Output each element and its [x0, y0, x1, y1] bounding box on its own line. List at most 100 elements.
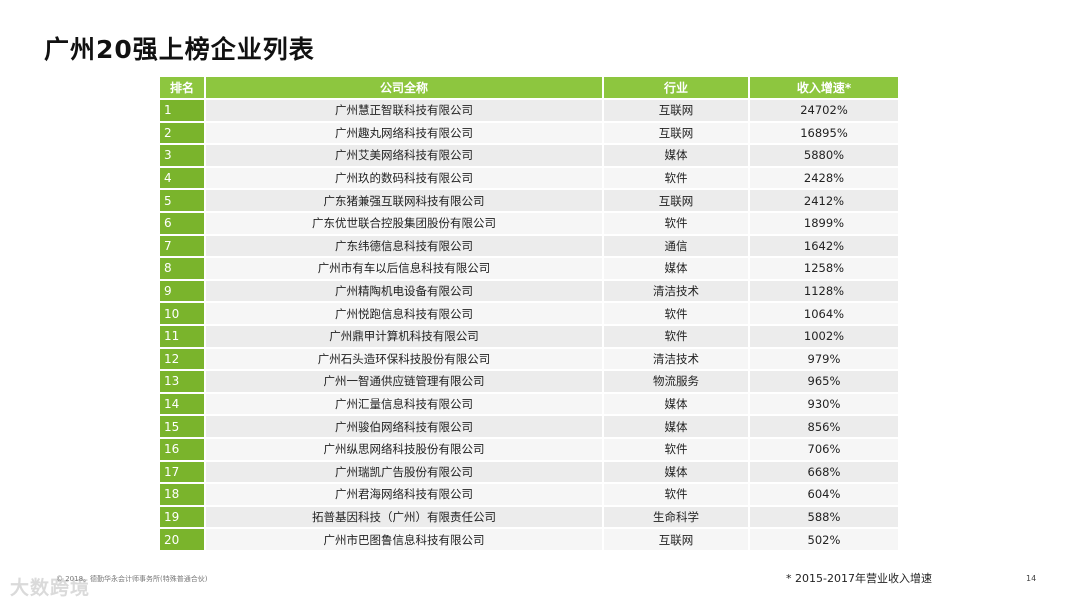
rank-cell: 6 [160, 212, 206, 236]
industry-cell: 通信 [604, 235, 750, 259]
company-cell: 广州趣丸网络科技有限公司 [206, 122, 604, 146]
rank-cell: 10 [160, 303, 206, 326]
growth-cell: 1258% [750, 258, 898, 281]
industry-cell: 清洁技术 [604, 348, 750, 372]
company-cell: 广州纵思网络科技股份有限公司 [206, 438, 604, 462]
industry-cell: 清洁技术 [604, 280, 750, 304]
rank-cell: 18 [160, 484, 206, 507]
company-cell: 广州鼎甲计算机科技有限公司 [206, 325, 604, 349]
growth-cell: 1128% [750, 280, 898, 304]
growth-cell: 502% [750, 529, 898, 552]
company-cell: 广东猪兼强互联网科技有限公司 [206, 190, 604, 213]
table-row: 12 广州石头造环保科技股份有限公司 清洁技术 979% [160, 348, 898, 372]
table-header-row: 排名 公司全称 行业 收入增速* [160, 77, 898, 100]
rank-cell: 2 [160, 122, 206, 146]
table-row: 14 广州汇量信息科技有限公司 媒体 930% [160, 393, 898, 417]
rank-cell: 8 [160, 258, 206, 281]
company-cell: 拓普基因科技（广州）有限责任公司 [206, 506, 604, 530]
rank-cell: 20 [160, 529, 206, 552]
growth-cell: 5880% [750, 145, 898, 168]
growth-cell: 24702% [750, 100, 898, 123]
growth-cell: 930% [750, 393, 898, 417]
header-rank: 排名 [160, 77, 206, 100]
rank-cell: 14 [160, 393, 206, 417]
growth-cell: 588% [750, 506, 898, 530]
company-cell: 广州君海网络科技有限公司 [206, 484, 604, 507]
header-industry: 行业 [604, 77, 750, 100]
industry-cell: 软件 [604, 325, 750, 349]
growth-cell: 1899% [750, 212, 898, 236]
industry-cell: 互联网 [604, 529, 750, 552]
industry-cell: 软件 [604, 438, 750, 462]
table-row: 8 广州市有车以后信息科技有限公司 媒体 1258% [160, 258, 898, 281]
industry-cell: 媒体 [604, 145, 750, 168]
table-row: 1 广州慧正智联科技有限公司 互联网 24702% [160, 100, 898, 123]
industry-cell: 软件 [604, 303, 750, 326]
table-row: 7 广东纬德信息科技有限公司 通信 1642% [160, 235, 898, 259]
company-cell: 广东优世联合控股集团股份有限公司 [206, 212, 604, 236]
rank-cell: 17 [160, 461, 206, 485]
industry-cell: 软件 [604, 212, 750, 236]
rank-cell: 9 [160, 280, 206, 304]
industry-cell: 生命科学 [604, 506, 750, 530]
growth-cell: 1642% [750, 235, 898, 259]
rank-cell: 12 [160, 348, 206, 372]
table-row: 20 广州市巴图鲁信息科技有限公司 互联网 502% [160, 529, 898, 552]
watermark-logo: 大数跨境 [10, 577, 91, 599]
growth-cell: 1064% [750, 303, 898, 326]
company-cell: 广州慧正智联科技有限公司 [206, 100, 604, 123]
growth-cell: 979% [750, 348, 898, 372]
rank-cell: 15 [160, 416, 206, 439]
growth-cell: 2412% [750, 190, 898, 213]
company-cell: 广州悦跑信息科技有限公司 [206, 303, 604, 326]
growth-cell: 706% [750, 438, 898, 462]
industry-cell: 软件 [604, 484, 750, 507]
rank-cell: 4 [160, 167, 206, 191]
table-row: 2 广州趣丸网络科技有限公司 互联网 16895% [160, 122, 898, 146]
rank-cell: 19 [160, 506, 206, 530]
table-row: 16 广州纵思网络科技股份有限公司 软件 706% [160, 438, 898, 462]
company-cell: 广州骏伯网络科技有限公司 [206, 416, 604, 439]
footnote: * 2015-2017年营业收入增速 [786, 572, 932, 585]
company-cell: 广州汇量信息科技有限公司 [206, 393, 604, 417]
ranking-table: 排名 公司全称 行业 收入增速* 1 广州慧正智联科技有限公司 互联网 24702% 2… [160, 77, 898, 552]
table-row: 4 广州玖的数码科技有限公司 软件 2428% [160, 167, 898, 191]
growth-cell: 965% [750, 371, 898, 394]
growth-cell: 668% [750, 461, 898, 485]
company-cell: 广州市有车以后信息科技有限公司 [206, 258, 604, 281]
industry-cell: 互联网 [604, 122, 750, 146]
rank-cell: 16 [160, 438, 206, 462]
industry-cell: 物流服务 [604, 371, 750, 394]
copyright-text: © 2018。德勤华永会计师事务所(特殊普通合伙) [56, 575, 208, 583]
table-row: 3 广州艾美网络科技有限公司 媒体 5880% [160, 145, 898, 168]
industry-cell: 互联网 [604, 190, 750, 213]
company-cell: 广州艾美网络科技有限公司 [206, 145, 604, 168]
header-company: 公司全称 [206, 77, 604, 100]
industry-cell: 软件 [604, 167, 750, 191]
table-row: 5 广东猪兼强互联网科技有限公司 互联网 2412% [160, 190, 898, 213]
company-cell: 广州石头造环保科技股份有限公司 [206, 348, 604, 372]
table-row: 15 广州骏伯网络科技有限公司 媒体 856% [160, 416, 898, 439]
industry-cell: 媒体 [604, 461, 750, 485]
company-cell: 广州精陶机电设备有限公司 [206, 280, 604, 304]
company-cell: 广东纬德信息科技有限公司 [206, 235, 604, 259]
company-cell: 广州一智通供应链管理有限公司 [206, 371, 604, 394]
company-cell: 广州玖的数码科技有限公司 [206, 167, 604, 191]
growth-cell: 856% [750, 416, 898, 439]
growth-cell: 604% [750, 484, 898, 507]
industry-cell: 媒体 [604, 258, 750, 281]
growth-cell: 2428% [750, 167, 898, 191]
table-row: 10 广州悦跑信息科技有限公司 软件 1064% [160, 303, 898, 326]
rank-cell: 13 [160, 371, 206, 394]
table-row: 18 广州君海网络科技有限公司 软件 604% [160, 484, 898, 507]
rank-cell: 7 [160, 235, 206, 259]
industry-cell: 媒体 [604, 393, 750, 417]
table-row: 17 广州瑞凯广告股份有限公司 媒体 668% [160, 461, 898, 485]
rank-cell: 5 [160, 190, 206, 213]
table-row: 9 广州精陶机电设备有限公司 清洁技术 1128% [160, 280, 898, 304]
rank-cell: 11 [160, 325, 206, 349]
table-row: 13 广州一智通供应链管理有限公司 物流服务 965% [160, 371, 898, 394]
page-title: 广州20强上榜企业列表 [44, 35, 315, 64]
growth-cell: 1002% [750, 325, 898, 349]
page-number: 14 [1026, 574, 1037, 583]
